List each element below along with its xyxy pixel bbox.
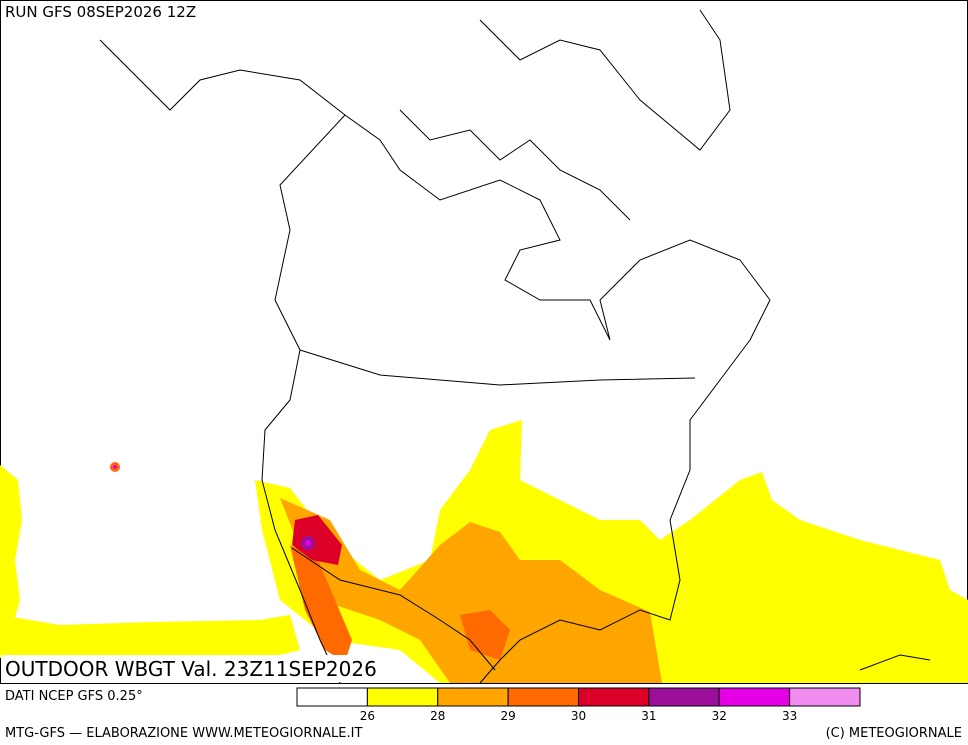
map: RUN GFS 08SEP2026 12Z OUTDOOR WBGT Val. …: [0, 0, 968, 684]
legend-swatch: [789, 687, 861, 707]
coastline: [261, 114, 346, 684]
field-dark-orange: [460, 610, 510, 660]
legend-swatch: [578, 687, 650, 707]
legend-tick-label: 31: [641, 709, 656, 723]
field-magenta: [305, 540, 311, 546]
field-orange: [280, 498, 662, 683]
legend-swatch: [296, 687, 368, 707]
field-dark-orange: [290, 545, 352, 662]
field-yellow: [0, 615, 300, 662]
legend-swatch: [437, 687, 509, 707]
footer-right: (C) METEOGIORNALE: [826, 726, 962, 741]
title-box: [1, 655, 391, 682]
coastline: [399, 109, 631, 221]
legend-tick-label: 26: [360, 709, 375, 723]
coastline: [99, 39, 771, 684]
coastline: [859, 654, 931, 671]
border: [299, 349, 696, 386]
coastline: [479, 9, 731, 151]
legend-swatch: [507, 687, 579, 707]
legend-swatch: [366, 687, 439, 707]
legend-swatch: [648, 687, 720, 707]
legend-tick-label: 30: [571, 709, 586, 723]
field-yellow: [0, 465, 22, 640]
legend-tick-label: 32: [712, 709, 727, 723]
border: [291, 547, 496, 671]
legend-swatch: [718, 687, 791, 707]
legend-tick-label: 33: [782, 709, 797, 723]
field-red: [292, 515, 342, 565]
footer-left: MTG-GFS — ELABORAZIONE WWW.METEOGIORNALE…: [5, 726, 362, 741]
field-spot: [113, 465, 117, 469]
run-label: RUN GFS 08SEP2026 12Z: [5, 3, 196, 21]
color-legend: 26 28 29 30 31 32 33: [296, 687, 861, 723]
map-title: OUTDOOR WBGT Val. 23Z11SEP2026: [5, 657, 377, 681]
source-label: DATI NCEP GFS 0.25°: [5, 689, 143, 704]
legend-tick-label: 28: [430, 709, 445, 723]
legend-tick-label: 29: [500, 709, 515, 723]
